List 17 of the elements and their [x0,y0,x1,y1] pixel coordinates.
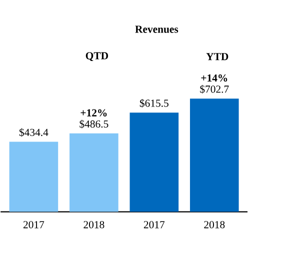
x-tick-label: 2018 [204,221,225,228]
bar [9,142,58,212]
x-tick-label: 2018 [84,221,104,228]
data-label: $486.5 [80,120,108,129]
text: YTD [206,53,228,60]
x-tick-label: 2017 [23,221,44,228]
bar [190,98,239,212]
annotation: +12% [80,109,107,117]
text: QTD [86,52,108,62]
data-label: $434.4 [19,128,48,137]
bar [70,134,118,212]
x-tick-label: 2017 [144,221,165,228]
bar [130,112,179,212]
text: +14% [201,74,228,82]
data-label: $615.5 [140,99,168,108]
data-label: $702.7 [200,85,229,94]
chart-title: Revenues [135,26,178,34]
